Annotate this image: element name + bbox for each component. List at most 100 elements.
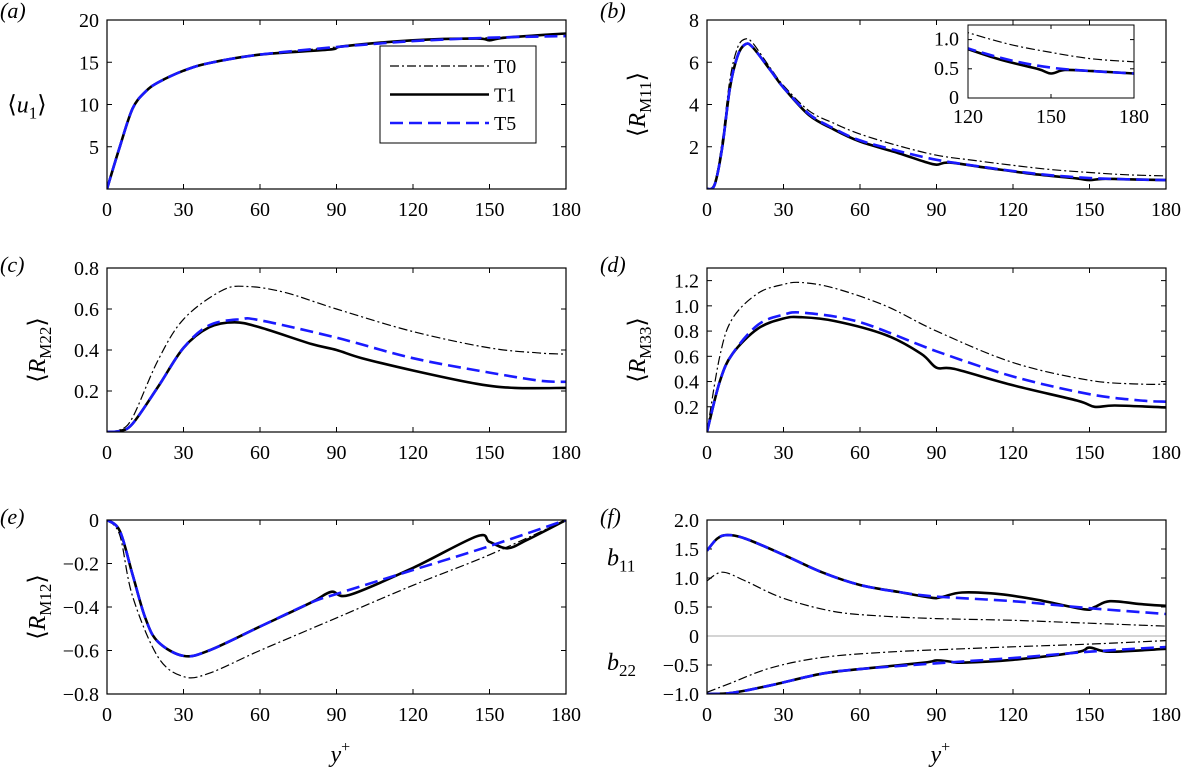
series-line-t1-b22 <box>707 646 1166 694</box>
series-line-t1-b11 <box>707 533 1166 611</box>
x-tick-label: 90 <box>927 442 947 464</box>
x-tick-label: 180 <box>1151 704 1181 726</box>
y-label-symbol: u <box>17 93 29 119</box>
y-label-open: ⟨ <box>25 373 51 382</box>
y-tick-label: −0.2 <box>63 554 99 576</box>
series-line-t0 <box>968 31 1134 63</box>
x-tick-label: 60 <box>850 199 870 221</box>
x-tick-label: 120 <box>953 106 983 128</box>
y-label-close: ⟩ <box>625 72 651 81</box>
y-tick-label: 15 <box>79 52 99 74</box>
y-tick-label: −0.6 <box>63 641 99 663</box>
side-label-symbol: b <box>607 546 619 572</box>
y-label-subscript: M12 <box>36 584 55 616</box>
side-label-symbol: b <box>607 650 619 676</box>
y-tick-label: 0.4 <box>674 372 699 394</box>
plot-frame <box>706 19 1167 190</box>
series-line-t0 <box>707 38 1166 189</box>
x-tick-label: 30 <box>174 199 194 221</box>
y-label-symbol: R <box>625 113 651 129</box>
y-label-symbol: R <box>25 615 51 631</box>
x-tick-label: 60 <box>850 704 870 726</box>
y-label-close: ⟩ <box>25 574 51 583</box>
x-tick-label: 90 <box>927 704 947 726</box>
x-axis-label: y+ <box>329 739 351 768</box>
panel-e: 0 30 60 90 120 150 180 −0.8 −0.6 −0.4 −0.2 0 (e) ⟨RM1… <box>0 504 581 768</box>
x-axis-label: y+ <box>929 739 951 768</box>
x-tick-label: 150 <box>1075 199 1105 221</box>
x-tick-label: 90 <box>327 704 347 726</box>
series-line-t1 <box>707 315 1166 432</box>
y-tick-label: 0.8 <box>674 321 699 343</box>
y-label-open: ⟨ <box>7 93 16 119</box>
y-label-subscript: M22 <box>36 327 55 359</box>
y-tick-label: −0.4 <box>63 597 99 619</box>
panel-b: 0 30 60 90 120 150 180 2 4 6 8 (b) ⟨RM11⟩ 120 150 180 0 0… <box>600 0 1181 221</box>
series-line-t1 <box>968 47 1134 75</box>
y-tick-label: 0.5 <box>674 597 699 619</box>
x-tick-label: 60 <box>850 442 870 464</box>
panel-d: 0 30 60 90 120 150 180 0.2 0.4 0.6 0.8 1.0 1.2 (d) ⟨RM… <box>600 252 1181 464</box>
series-line-t0 <box>707 281 1166 432</box>
y-tick-label: 1.5 <box>674 539 699 561</box>
series-line-t1 <box>107 321 566 432</box>
series-line-t0 <box>107 520 566 679</box>
panel-f: 0 30 60 90 120 150 180 −1.0 −0.5 0 0.5 1.0 1.5 2.0 (f)… <box>600 504 1181 768</box>
y-tick-label: 1.2 <box>674 271 699 293</box>
y-axis-label: ⟨u1⟩ <box>7 93 46 123</box>
y-tick-label: 0.8 <box>74 258 99 280</box>
y-tick-label: 0.2 <box>74 381 99 403</box>
x-tick-label: 30 <box>174 704 194 726</box>
side-label-subscript: 11 <box>619 557 635 576</box>
plot-frame <box>706 519 1167 695</box>
x-tick-label: 0 <box>102 199 112 221</box>
x-tick-label: 30 <box>774 704 794 726</box>
x-tick-label: 120 <box>998 199 1028 221</box>
series-line-t5 <box>107 520 566 658</box>
panel-label: (a) <box>0 0 26 23</box>
x-tick-label: 150 <box>1036 106 1066 128</box>
y-axis-label: ⟨RM12⟩ <box>25 574 55 640</box>
y-tick-label: 0 <box>89 510 99 532</box>
series-line-t5 <box>707 310 1166 432</box>
x-tick-label: 180 <box>551 199 581 221</box>
y-tick-label: −1.0 <box>663 684 699 706</box>
side-label-b11: b11 <box>607 546 635 576</box>
x-label-superscript: + <box>341 739 350 756</box>
legend-label: T1 <box>494 85 516 107</box>
y-label-close: ⟩ <box>25 317 51 326</box>
panel-label: (d) <box>600 252 626 277</box>
y-tick-label: 2.0 <box>674 510 699 532</box>
inset-background <box>968 25 1134 98</box>
x-tick-label: 30 <box>174 442 194 464</box>
x-tick-label: 150 <box>475 704 505 726</box>
legend: T0 T1 T5 <box>379 45 537 144</box>
plot-frame <box>106 267 567 433</box>
y-tick-label: 4 <box>689 95 699 117</box>
x-tick-label: 120 <box>398 442 428 464</box>
y-axis-label: ⟨RM11⟩ <box>625 72 655 137</box>
x-tick-label: 90 <box>327 199 347 221</box>
side-label-b22: b22 <box>607 650 636 680</box>
inset-frame <box>967 24 1135 99</box>
y-label-open: ⟨ <box>625 128 651 137</box>
y-label-close: ⟩ <box>625 317 651 326</box>
series-line-t5-b22 <box>707 645 1166 694</box>
x-tick-label: 180 <box>551 442 581 464</box>
x-tick-label: 120 <box>398 199 428 221</box>
y-tick-label: 0.4 <box>74 340 99 362</box>
panel-label: (c) <box>0 252 24 277</box>
x-tick-label: 180 <box>1151 442 1181 464</box>
y-label-subscript: 1 <box>29 104 38 123</box>
y-label-open: ⟨ <box>625 373 651 382</box>
series-line-t5 <box>107 317 566 432</box>
y-tick-label: −0.5 <box>663 655 699 677</box>
x-tick-label: 150 <box>475 442 505 464</box>
series-line-t5-b11 <box>707 533 1166 616</box>
panel-label: (e) <box>0 504 24 529</box>
x-tick-label: 150 <box>1075 704 1105 726</box>
x-tick-label: 60 <box>250 442 270 464</box>
y-tick-label: 0.2 <box>674 397 699 419</box>
y-tick-label: 1.0 <box>674 568 699 590</box>
x-tick-label: 60 <box>250 199 270 221</box>
